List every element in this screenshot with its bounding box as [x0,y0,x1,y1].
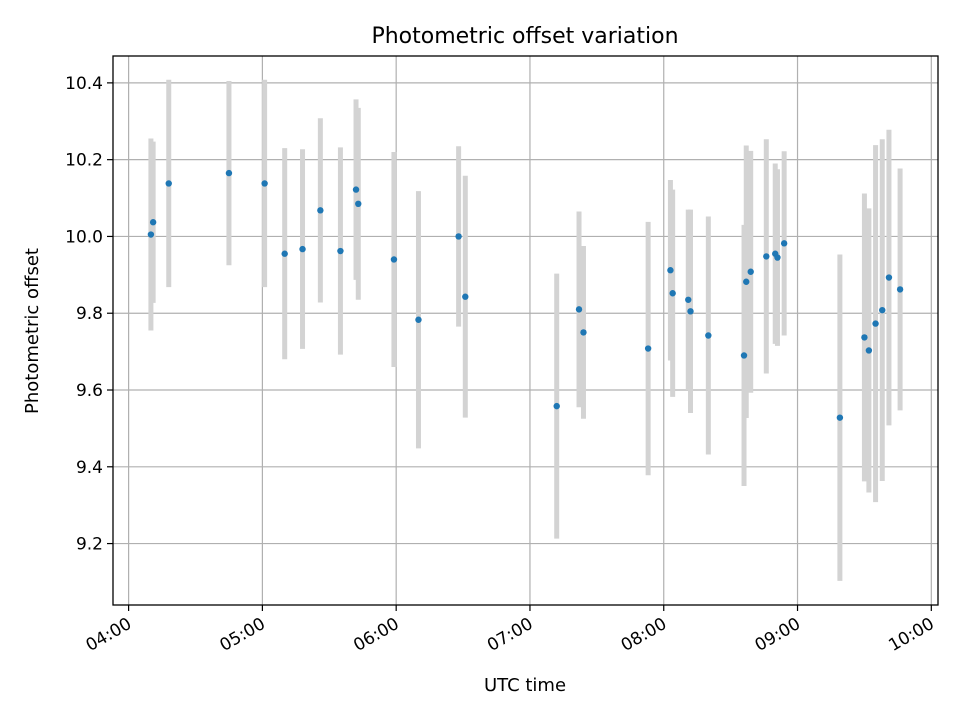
data-point [281,250,288,257]
data-point [390,256,398,263]
chart-title: Photometric offset variation [371,24,678,49]
data-point [747,268,754,275]
data-point [687,308,694,315]
y-tick-label: 9.8 [76,304,103,324]
y-tick-label: 10.2 [65,151,103,171]
x-tick-label: 06:00 [350,614,402,656]
data-point [743,278,750,285]
data-point [861,334,868,341]
data-point [667,267,674,274]
data-point [705,332,712,339]
data-point [455,233,462,240]
y-tick-label: 9.2 [76,535,103,555]
data-point [317,207,324,214]
data-point [149,219,157,226]
x-tick-label: 07:00 [484,614,536,656]
data-point [879,306,886,314]
y-tick-label: 9.4 [76,458,103,478]
data-point [872,320,879,327]
y-axis-label: Photometric offset [22,248,43,414]
data-point [836,414,844,421]
data-point [261,180,268,187]
data-point [415,316,422,323]
data-point [575,306,583,313]
x-tick-label: 10:00 [885,614,937,656]
error-bars [148,79,903,581]
x-axis-label: UTC time [484,675,566,696]
data-point [462,293,469,300]
data-point [299,245,306,253]
data-point [774,254,781,261]
data-point [147,231,155,238]
data-point [896,286,904,293]
data-point [553,402,560,410]
data-point [580,329,587,336]
data-point [885,274,893,281]
grid [113,56,938,605]
x-tick-label: 08:00 [618,614,670,656]
data-point [337,247,344,255]
data-point [355,200,362,208]
data-point [865,347,873,354]
plot-frame [112,55,939,606]
x-tick-label: 05:00 [216,614,268,656]
x-tick-label: 09:00 [752,614,804,656]
data-point [225,169,233,177]
data-point [352,186,360,193]
x-tick-label: 04:00 [83,614,135,656]
data-point [669,290,676,297]
y-tick-label: 10.0 [65,227,103,247]
data-point [763,253,770,260]
data-point [644,345,652,352]
data-points [147,169,904,421]
data-point [685,296,692,303]
y-tick-label: 9.6 [76,381,103,401]
data-point [740,352,748,359]
y-tick-label: 10.4 [65,74,103,94]
data-point [165,180,172,187]
y-axis-ticks: 9.2 9.4 9.6 9.8 10.0 10.2 10.4 [65,74,113,555]
data-point [780,240,788,247]
x-axis-ticks: 04:00 05:00 06:00 07:00 08:00 09:00 10:00 [83,605,938,656]
